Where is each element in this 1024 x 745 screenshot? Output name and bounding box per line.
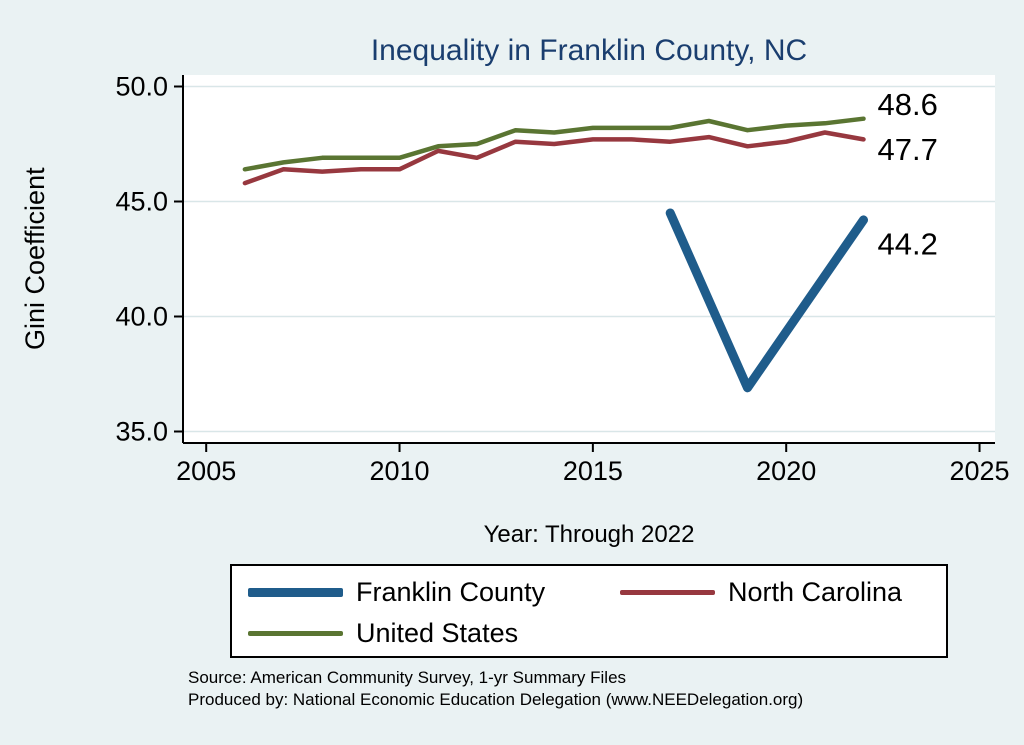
series-line-franklin-county	[665, 208, 868, 393]
series-line-united-states	[242, 116, 866, 172]
x-tick-label: 2010	[369, 456, 429, 486]
x-tick-label: 2020	[756, 456, 816, 486]
source-note: Source: American Community Survey, 1-yr …	[188, 667, 803, 710]
legend-label: United States	[356, 618, 519, 648]
legend-swatch-united-states	[248, 631, 343, 636]
legend-item-franklin-county: Franklin County	[248, 572, 620, 613]
legend-label: North Carolina	[728, 577, 903, 607]
series-line-north-carolina	[242, 130, 866, 186]
chart-title: Inequality in Franklin County, NC	[370, 34, 808, 67]
y-tick-label: 50.0	[115, 72, 168, 102]
legend-label: Franklin County	[356, 577, 546, 607]
series-end-label-united-states: 48.6	[878, 87, 938, 122]
legend-box: Franklin County North Carolina United Stat…	[230, 564, 948, 658]
x-axis-title: Year: Through 2022	[483, 521, 695, 548]
legend-swatch-north-carolina	[620, 590, 715, 595]
produced-by-line: Produced by: National Economic Education…	[188, 689, 804, 709]
x-tick-label: 2015	[563, 456, 623, 486]
series-end-label-franklin-county: 44.2	[878, 226, 938, 261]
series-end-label-north-carolina: 47.7	[878, 132, 938, 167]
legend-item-united-states: United States	[248, 613, 620, 654]
legend-swatch-franklin-county	[248, 588, 343, 597]
plot-background	[183, 75, 995, 443]
plot-area: 35.0 40.0 45.0 50.0 2005 2010 2015 2020 2025 44.2…	[115, 72, 1009, 487]
legend-items: Franklin County North Carolina United Stat…	[232, 566, 946, 654]
x-tick-label: 2025	[949, 456, 1009, 486]
source-line: Source: American Community Survey, 1-yr …	[188, 668, 627, 687]
y-tick-label: 45.0	[115, 187, 168, 217]
y-tick-label: 35.0	[115, 417, 168, 447]
legend-item-north-carolina: North Carolina	[620, 572, 946, 613]
x-tick-label: 2005	[176, 456, 236, 486]
y-tick-label: 40.0	[115, 302, 168, 332]
